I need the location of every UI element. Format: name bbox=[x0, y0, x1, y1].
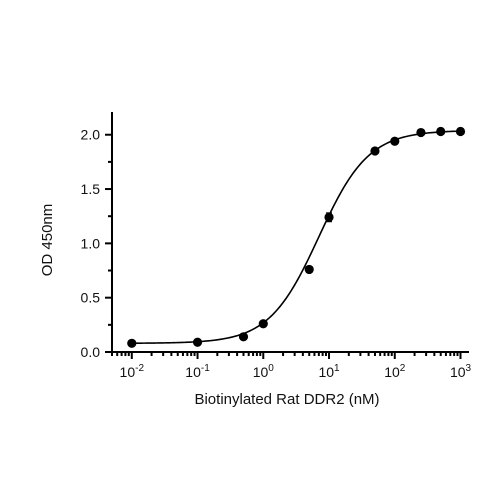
data-points-layer bbox=[127, 126, 466, 348]
x-axis: 10-2 10-1 100 101 102 103 bbox=[111, 351, 472, 380]
y-tick-label: 2.0 bbox=[81, 127, 101, 143]
fit-curve bbox=[131, 130, 461, 344]
x-axis-label: Biotinylated Rat DDR2 (nM) bbox=[194, 391, 379, 408]
y-tick-label: 0.0 bbox=[81, 344, 101, 360]
data-point bbox=[416, 127, 426, 138]
x-tick-label: 103 bbox=[450, 363, 472, 380]
data-point bbox=[390, 136, 400, 146]
x-tick-label: 10-2 bbox=[120, 363, 145, 380]
x-tick-label: 102 bbox=[384, 363, 406, 380]
fit-curve-layer bbox=[131, 130, 461, 344]
data-point bbox=[192, 337, 203, 347]
data-point bbox=[258, 319, 268, 329]
x-tick-label: 10-1 bbox=[185, 363, 210, 380]
y-tick-label: 0.5 bbox=[81, 290, 101, 306]
y-tick-label: 1.5 bbox=[81, 181, 101, 197]
data-point bbox=[324, 212, 334, 222]
data-point bbox=[304, 264, 314, 275]
data-point bbox=[455, 126, 466, 137]
data-point bbox=[370, 146, 380, 156]
y-axis-label: OD 450nm bbox=[39, 204, 56, 277]
x-tick-label: 101 bbox=[318, 363, 340, 380]
data-point bbox=[238, 332, 249, 342]
y-tick-label: 1.0 bbox=[81, 235, 101, 251]
data-point bbox=[436, 126, 446, 137]
x-tick-label: 100 bbox=[253, 363, 275, 380]
y-axis: 0.0 0.5 1.0 1.5 2.0 bbox=[81, 112, 113, 360]
data-point bbox=[127, 338, 137, 348]
